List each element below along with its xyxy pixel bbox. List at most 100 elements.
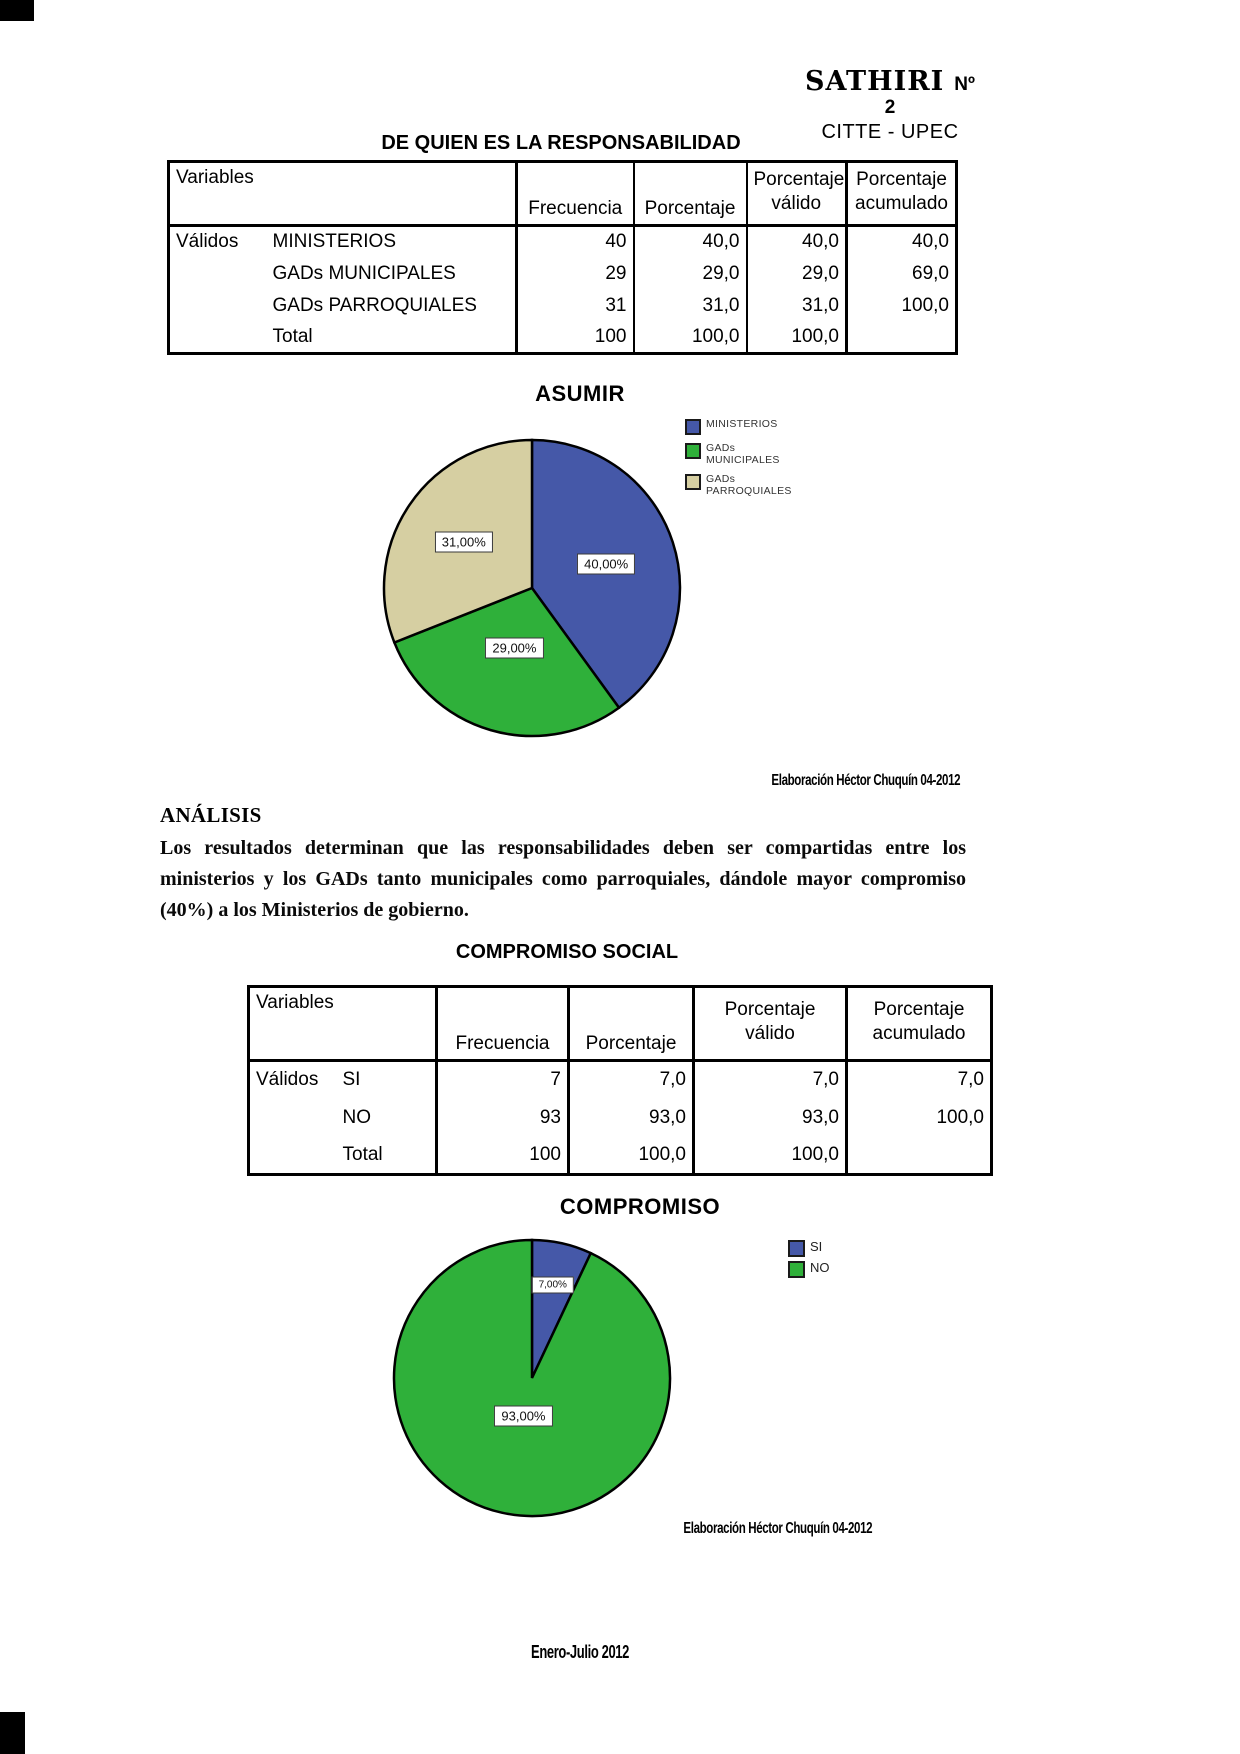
legend-item: GADs MUNICIPALES xyxy=(685,442,792,466)
chart2-title: COMPROMISO xyxy=(559,1194,721,1219)
row-label: MINISTERIOS xyxy=(272,231,397,253)
journal-title: SATHIRI xyxy=(805,66,945,97)
table-header-row: Variables Frecuencia Porcentaje Porcenta… xyxy=(168,161,957,226)
pie-slice-label: 93,00% xyxy=(494,1405,553,1427)
cell-acumulado: 100,0 xyxy=(845,289,957,322)
cell-porcentaje: 29,0 xyxy=(632,257,747,290)
pie-slice-gads-municipales xyxy=(392,586,621,738)
legend-swatch xyxy=(788,1240,805,1257)
cell-porcentaje: 7,0 xyxy=(567,1060,694,1099)
header-porcentaje-valido: Porcentaje válido xyxy=(745,161,847,226)
compromiso-table: Variables Frecuencia Porcentaje Porcenta… xyxy=(247,985,993,1176)
row-label: SI xyxy=(342,1069,361,1091)
chart2-caption: Elaboración Héctor Chuquín 04-2012 xyxy=(683,1520,872,1537)
cell-porcentaje: 93,0 xyxy=(567,1098,694,1137)
row-group-label: Válidos xyxy=(176,231,239,253)
header-porcentaje: Porcentaje xyxy=(567,986,694,1061)
analysis-paragraph: Los resultados determinan que las respon… xyxy=(160,837,966,921)
cell-frecuencia: 29 xyxy=(515,257,634,290)
footer-date: Enero-Julio 2012 xyxy=(531,1642,629,1662)
cell-valido: 29,0 xyxy=(745,257,847,290)
cell-valido: 31,0 xyxy=(745,289,847,322)
header-frecuencia: Frecuencia xyxy=(515,161,634,226)
organization-name: CITTE - UPEC xyxy=(821,121,959,143)
scan-artifact-top-left xyxy=(0,0,34,21)
row-label: GADs MUNICIPALES xyxy=(272,262,456,284)
header-frecuencia: Frecuencia xyxy=(435,986,569,1061)
chart1-caption: Elaboración Héctor Chuquín 04-2012 xyxy=(771,772,960,789)
table-row: Válidos SI 7 7,0 7,0 7,0 xyxy=(249,1060,992,1099)
pie-chart-compromiso xyxy=(392,1238,672,1518)
cell-frecuencia: 100 xyxy=(435,1136,569,1175)
analysis-heading: ANÁLISIS xyxy=(160,803,262,827)
chart1-title: ASUMIR xyxy=(535,381,625,406)
responsibility-table: Variables Frecuencia Porcentaje Porcenta… xyxy=(167,160,958,355)
cell-valido: 100,0 xyxy=(692,1136,847,1175)
table-row: GADs PARROQUIALES 31 31,0 31,0 100,0 xyxy=(169,289,957,322)
row-label: Total xyxy=(272,325,313,347)
legend-label: SI xyxy=(810,1239,823,1254)
cell-acumulado: 69,0 xyxy=(845,257,957,290)
table1-title: DE QUIEN ES LA RESPONSABILIDAD xyxy=(381,132,741,154)
cell-acumulado: 100,0 xyxy=(845,1098,992,1137)
pie-slice-label: 31,00% xyxy=(434,531,493,553)
page-header: SATHIRI Nº 2 CITTE - UPEC xyxy=(800,66,980,144)
table-row-total: Total 100 100,0 100,0 xyxy=(169,321,957,354)
pie-slice-label: 40,00% xyxy=(577,553,636,575)
table-row: NO 93 93,0 93,0 100,0 xyxy=(249,1098,992,1137)
chart2-legend: SI NO xyxy=(788,1239,830,1282)
cell-porcentaje: 100,0 xyxy=(567,1136,694,1175)
table-header-row: Variables Frecuencia Porcentaje Porcenta… xyxy=(248,986,992,1061)
cell-acumulado: 7,0 xyxy=(845,1060,992,1099)
table-row: GADs MUNICIPALES 29 29,0 29,0 69,0 xyxy=(169,257,957,290)
legend-label: NO xyxy=(810,1260,830,1275)
legend-label: MINISTERIOS xyxy=(706,418,778,430)
cell-valido: 7,0 xyxy=(692,1060,847,1099)
legend-swatch xyxy=(685,474,701,491)
legend-item: GADs PARROQUIALES xyxy=(685,473,792,497)
legend-item: MINISTERIOS xyxy=(685,418,792,435)
table2-title: COMPROMISO SOCIAL xyxy=(455,941,679,963)
cell-acumulado xyxy=(845,1136,992,1175)
issue-number: Nº 2 xyxy=(884,74,975,118)
cell-porcentaje: 31,0 xyxy=(632,289,747,322)
cell-acumulado xyxy=(845,321,957,354)
header-porcentaje: Porcentaje xyxy=(632,161,747,226)
header-variables: Variables xyxy=(256,992,334,1013)
cell-valido: 100,0 xyxy=(745,321,847,354)
cell-frecuencia: 31 xyxy=(515,289,634,322)
pie-chart-asumir xyxy=(382,438,682,738)
cell-frecuencia: 93 xyxy=(435,1098,569,1137)
cell-porcentaje: 40,0 xyxy=(632,225,747,258)
cell-acumulado: 40,0 xyxy=(845,225,957,258)
cell-porcentaje: 100,0 xyxy=(632,321,747,354)
legend-swatch xyxy=(685,419,701,435)
legend-item: NO xyxy=(788,1260,830,1278)
pie-slice-label: 29,00% xyxy=(485,637,544,659)
header-variables: Variables xyxy=(176,167,254,188)
cell-frecuencia: 40 xyxy=(515,225,634,258)
row-label: GADs PARROQUIALES xyxy=(272,294,477,316)
cell-valido: 93,0 xyxy=(692,1098,847,1137)
cell-valido: 40,0 xyxy=(745,225,847,258)
legend-item: SI xyxy=(788,1239,830,1257)
table-row: Válidos MINISTERIOS 40 40,0 40,0 40,0 xyxy=(169,225,957,258)
row-label: NO xyxy=(342,1106,372,1128)
row-label: Total xyxy=(342,1143,383,1165)
pie-slice-label: 7,00% xyxy=(531,1276,574,1294)
header-porcentaje-acumulado: Porcentaje acumulado xyxy=(845,161,957,226)
legend-label: GADs MUNICIPALES xyxy=(706,442,780,467)
cell-frecuencia: 100 xyxy=(515,321,634,354)
legend-swatch xyxy=(788,1261,805,1278)
cell-frecuencia: 7 xyxy=(435,1060,569,1099)
chart1-legend: MINISTERIOS GADs MUNICIPALES GADs PARROQUIAL… xyxy=(685,418,792,504)
header-porcentaje-acumulado: Porcentaje acumulado xyxy=(845,986,992,1061)
scan-artifact-bottom-left xyxy=(0,1712,25,1754)
legend-swatch xyxy=(685,443,701,459)
pie-slice-no xyxy=(392,1238,672,1518)
legend-label: GADs PARROQUIALES xyxy=(706,473,792,498)
table-row-total: Total 100 100,0 100,0 xyxy=(249,1136,992,1175)
header-porcentaje-valido: Porcentaje válido xyxy=(692,986,847,1061)
row-group-label: Válidos xyxy=(256,1069,319,1091)
